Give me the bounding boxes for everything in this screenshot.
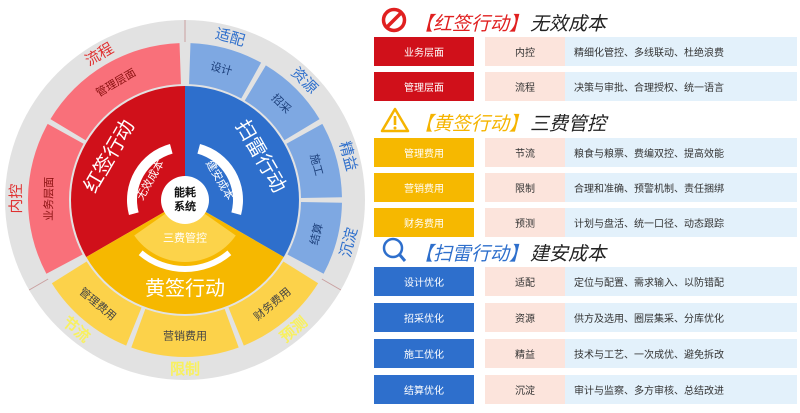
row-description: 定位与配置、需求输入、以防错配 — [565, 267, 797, 296]
row-description: 供方及选用、圈层集采、分库优化 — [565, 303, 797, 332]
table-row: 管理费用 节流 粮食与粮票、费编双控、提高效能 — [374, 138, 797, 167]
red-outer-label: 内控 — [7, 183, 25, 213]
row-keyword: 沉淀 — [485, 375, 565, 404]
row-category: 结算优化 — [374, 375, 474, 404]
row-description: 合理和准确、预警机制、责任捆绑 — [565, 173, 797, 202]
red-segment-label: 业务层面 — [42, 177, 55, 221]
blue-sector — [185, 86, 299, 257]
table-row: 施工优化 精益 技术与工艺、一次成优、避免拆改 — [374, 339, 797, 368]
blue-segment-label: 设计 — [209, 60, 234, 78]
section-tag: 【黄签行动】 — [414, 112, 529, 135]
yellow-segment — [131, 309, 239, 357]
prohibited-icon — [380, 7, 414, 38]
table-row: 招采优化 资源 供方及选用、圈层集采、分库优化 — [374, 303, 797, 332]
row-category: 业务层面 — [374, 37, 474, 66]
row-keyword: 适配 — [485, 267, 565, 296]
row-description: 计划与盘活、统一口径、动态跟踪 — [565, 208, 797, 237]
row-category: 营销费用 — [374, 173, 474, 202]
row-keyword: 内控 — [485, 37, 565, 66]
row-category: 管理费用 — [374, 138, 474, 167]
section-title: 三费管控 — [530, 112, 607, 135]
row-description: 粮食与粮票、费编双控、提高效能 — [565, 138, 797, 167]
ring-divider — [321, 278, 342, 291]
table-row: 业务层面 内控 精细化管控、多线联动、杜绝浪费 — [374, 37, 797, 66]
blue-segment — [286, 123, 342, 198]
row-category: 设计优化 — [374, 267, 474, 296]
row-description: 审计与监察、多方审核、总结改进 — [565, 375, 797, 404]
section-header: 【红签行动】 无效成本 — [380, 7, 607, 38]
row-keyword: 精益 — [485, 339, 565, 368]
section-header: 【黄签行动】 三费管控 — [380, 107, 607, 138]
red-segment — [28, 123, 84, 274]
row-category: 管理层面 — [374, 72, 474, 101]
row-description: 技术与工艺、一次成优、避免拆改 — [565, 339, 797, 368]
yellow-outer-label: 限制 — [170, 360, 200, 378]
row-category: 施工优化 — [374, 339, 474, 368]
warning-icon — [380, 107, 414, 138]
row-description: 精细化管控、多线联动、杜绝浪费 — [565, 37, 797, 66]
table-row: 结算优化 沉淀 审计与监察、多方审核、总结改进 — [374, 375, 797, 404]
yellow-segment-label: 营销费用 — [163, 329, 207, 343]
yellow-segment — [51, 261, 142, 346]
section-title: 无效成本 — [530, 12, 607, 35]
table-row: 管理层面 流程 决策与审批、合理授权、统一语言 — [374, 72, 797, 101]
section-tag: 【红签行动】 — [414, 12, 529, 35]
red-inner-crescent — [127, 143, 173, 216]
row-keyword: 预测 — [485, 208, 565, 237]
center-circle — [161, 176, 209, 224]
blue-segment-label: 结算 — [307, 222, 326, 247]
table-row: 营销费用 限制 合理和准确、预警机制、责任捆绑 — [374, 173, 797, 202]
section-header: 【扫雷行动】 建安成本 — [380, 237, 607, 268]
yellow-inner-crescent — [138, 250, 232, 272]
red-segment — [50, 43, 181, 141]
row-category: 财务费用 — [374, 208, 474, 237]
section-tag: 【扫雷行动】 — [414, 242, 529, 265]
section-title: 建安成本 — [530, 242, 607, 265]
blue-segment — [244, 65, 320, 141]
row-keyword: 资源 — [485, 303, 565, 332]
search-icon — [380, 237, 414, 268]
yellow-segment — [228, 261, 319, 346]
row-category: 招采优化 — [374, 303, 474, 332]
yellow-subtitle: 三费管控 — [163, 231, 207, 245]
table-row: 设计优化 适配 定位与配置、需求输入、以防错配 — [374, 267, 797, 296]
row-description: 决策与审批、合理授权、统一语言 — [565, 72, 797, 101]
blue-segment-label: 施工 — [307, 152, 325, 177]
red-sector — [71, 86, 185, 257]
ring-divider — [28, 278, 49, 291]
yellow-inner-sector — [134, 200, 236, 262]
row-keyword: 流程 — [485, 72, 565, 101]
row-keyword: 限制 — [485, 173, 565, 202]
yellow-title: 黄签行动 — [145, 276, 225, 300]
blue-inner-crescent — [197, 143, 244, 216]
blue-segment — [287, 202, 342, 274]
center-label: 能耗系统 — [174, 186, 196, 213]
row-keyword: 节流 — [485, 138, 565, 167]
table-row: 财务费用 预测 计划与盘活、统一口径、动态跟踪 — [374, 208, 797, 237]
blue-segment — [189, 43, 262, 99]
